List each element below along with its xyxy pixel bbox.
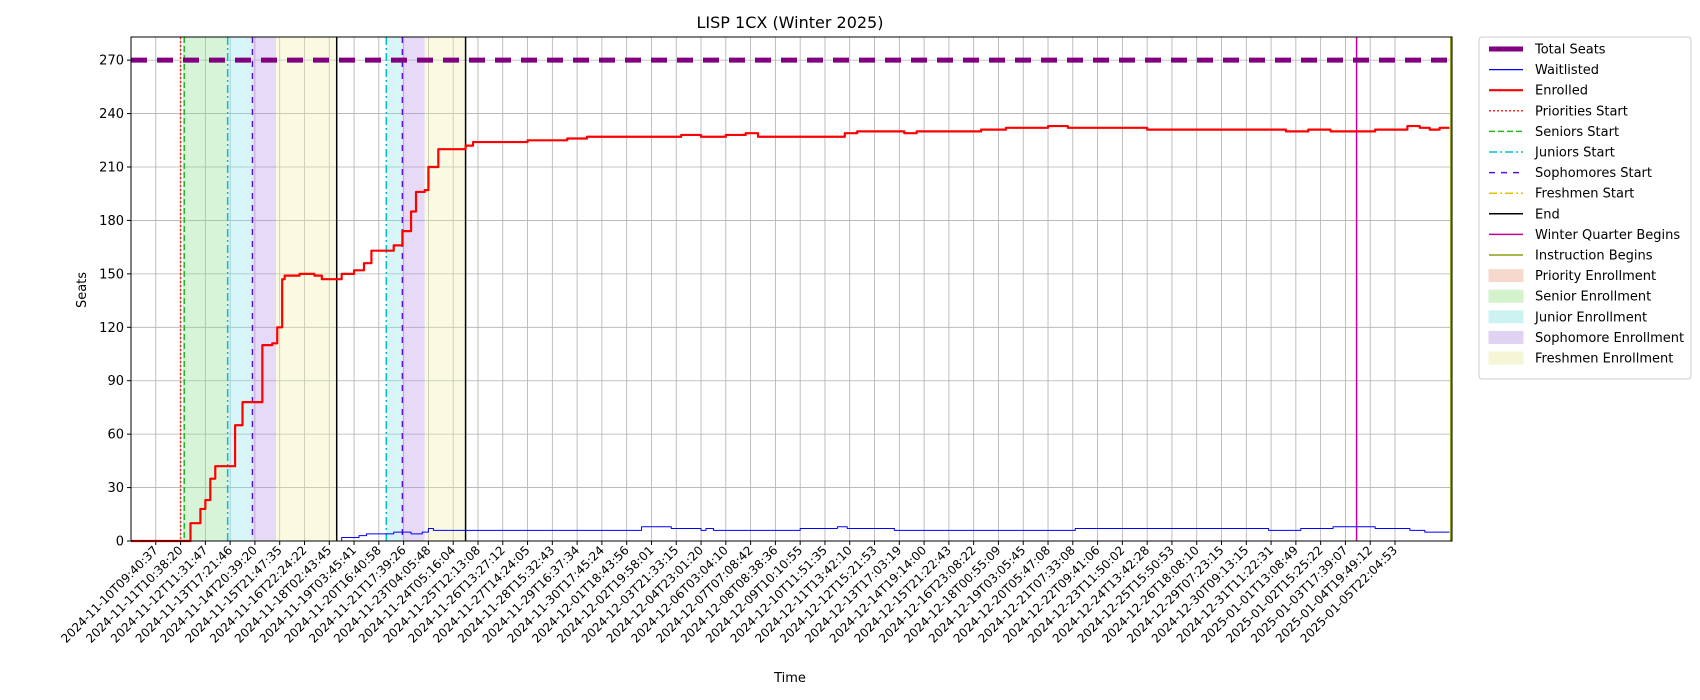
band-4 <box>275 37 337 541</box>
band-7 <box>424 37 466 541</box>
series-lines <box>131 57 1451 543</box>
legend-waitlisted-label: Waitlisted <box>1535 63 1599 78</box>
axes-frame <box>130 36 1453 542</box>
legend: Total Seats Waitlisted Enrolled Priorities … <box>1478 36 1692 380</box>
legend-sophomore-enrollment-label: Sophomore Enrollment <box>1535 331 1684 346</box>
legend-sophomore-enrollment-swatch <box>1488 330 1524 344</box>
y-tick-label-180: 180 <box>99 214 124 229</box>
legend-junior-enrollment-swatch <box>1488 310 1524 324</box>
y-tick-label-0: 0 <box>116 535 124 550</box>
y-tick-label-120: 120 <box>99 321 124 336</box>
legend-priority-enrollment-label: Priority Enrollment <box>1535 269 1656 284</box>
band-5 <box>386 37 403 541</box>
legend-end-label: End <box>1535 207 1560 222</box>
legend-total-seats-label: Total Seats <box>1534 43 1606 58</box>
band-6 <box>402 37 425 541</box>
y-tick-label-90: 90 <box>107 374 124 389</box>
legend-priorities-start-label: Priorities Start <box>1535 104 1628 119</box>
grid <box>131 37 1452 542</box>
legend-seniors-start-label: Seniors Start <box>1535 125 1619 140</box>
legend-freshmen-enrollment-label: Freshmen Enrollment <box>1535 352 1673 367</box>
legend-senior-enrollment-swatch <box>1488 289 1524 303</box>
y-tick-label-210: 210 <box>99 161 124 176</box>
plot-background <box>131 37 1452 541</box>
legend-senior-enrollment-label: Senior Enrollment <box>1535 290 1651 305</box>
plot-area <box>131 37 1452 541</box>
legend-winter-quarter-begins-label: Winter Quarter Begins <box>1535 228 1680 243</box>
series-waitlisted <box>131 526 1450 542</box>
y-tick-label-150: 150 <box>99 267 124 282</box>
y-axis: 0 30 60 90 120 150 180 210 240 270 <box>99 54 131 550</box>
y-tick-label-240: 240 <box>99 107 124 122</box>
enrollment-bands <box>183 37 466 541</box>
legend-instruction-begins-label: Instruction Begins <box>1535 249 1653 264</box>
x-axis-label: Time <box>773 671 806 686</box>
band-2 <box>227 37 253 541</box>
band-1 <box>183 37 228 541</box>
legend-box <box>1478 36 1692 380</box>
milestone-lines <box>179 37 1452 541</box>
legend-priority-enrollment-swatch <box>1488 269 1524 283</box>
y-tick-label-30: 30 <box>107 481 124 496</box>
plot-frame <box>130 36 1453 542</box>
legend-sophomores-start-label: Sophomores Start <box>1535 166 1652 181</box>
y-axis-label: Seats <box>75 272 90 308</box>
band-3 <box>252 37 276 541</box>
series-enrolled <box>131 124 1450 543</box>
legend-freshmen-start-label: Freshmen Start <box>1535 187 1634 202</box>
legend-juniors-start-label: Juniors Start <box>1534 146 1615 161</box>
x-axis: 2024-11-10T09:40:372024-11-11T10:38:2020… <box>58 541 1400 646</box>
y-tick-label-270: 270 <box>99 54 124 69</box>
y-tick-label-60: 60 <box>107 428 124 443</box>
legend-enrolled-label: Enrolled <box>1535 84 1588 99</box>
legend-junior-enrollment-label: Junior Enrollment <box>1534 310 1647 325</box>
legend-freshmen-enrollment-swatch <box>1488 351 1524 365</box>
chart-title: LISP 1CX (Winter 2025) <box>697 13 884 32</box>
